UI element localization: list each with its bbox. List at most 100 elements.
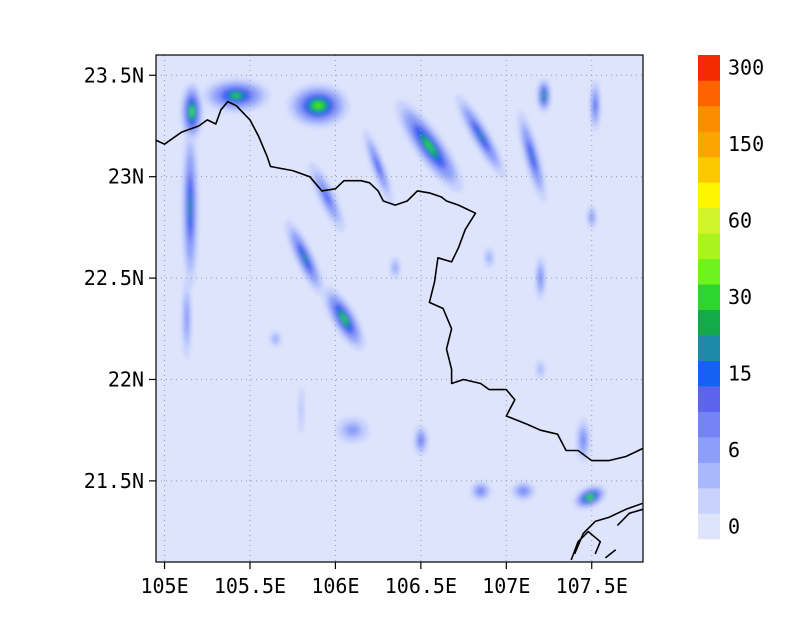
country-borders (156, 100, 643, 561)
border-line (604, 549, 617, 559)
colorbar-label: 6 (728, 438, 740, 462)
contour-level-10 (191, 109, 193, 114)
colorbar-swatch (698, 258, 720, 285)
rain-cell (589, 79, 601, 132)
rain-cell (287, 83, 350, 128)
contour-level-7 (530, 151, 534, 161)
rain-cell (180, 82, 204, 142)
contour-level-8 (479, 134, 482, 139)
colorbar-swatch (698, 513, 720, 540)
contour-level-2 (300, 403, 303, 417)
colorbar-label: 60 (728, 209, 752, 233)
rain-cell (470, 481, 492, 501)
colorbar-label: 0 (728, 514, 740, 538)
map-frame (155, 54, 644, 563)
contour-level-5 (479, 489, 483, 493)
colorbar-swatch (698, 233, 720, 260)
x-tick-label: 106.5E (385, 574, 457, 598)
map-plot-area (155, 54, 644, 563)
contour-level-5 (539, 275, 542, 281)
contour-level-6 (325, 193, 329, 201)
contour-level-8 (303, 254, 307, 261)
rain-cell (484, 247, 495, 268)
x-tick-label: 105.5E (214, 574, 286, 598)
x-tick-label: 106E (311, 574, 359, 598)
contour-level-4 (591, 215, 593, 219)
rain-cell (297, 386, 305, 434)
rain-cell (269, 330, 282, 347)
rain-cell (535, 256, 546, 301)
colorbar-swatch (698, 207, 720, 234)
map-background (156, 55, 643, 562)
rain-cell (535, 359, 546, 379)
colorbar-swatch (698, 105, 720, 132)
colorbar-swatch (698, 462, 720, 489)
contour-level-3 (488, 255, 491, 261)
colorbar-swatch (698, 309, 720, 336)
contour-level-3 (346, 425, 359, 435)
contour-level-3 (539, 368, 542, 371)
colorbar-label: 15 (728, 361, 752, 385)
contour-level-3 (274, 337, 277, 341)
colorbar-swatch (698, 411, 720, 438)
contour-level-9 (424, 139, 435, 153)
colorbar-swatch (698, 437, 720, 463)
colorbar-swatch (698, 360, 720, 387)
colorbar-swatch (698, 55, 720, 81)
colorbar-swatch (698, 156, 720, 183)
map-gridlines (156, 55, 643, 562)
contour-level-3 (393, 264, 397, 271)
contour-level-6 (376, 161, 381, 172)
y-tick-label: 22N (108, 367, 144, 391)
longitude-axis: 105E 105.5E 106E 106.5E 107E 107.5E (140, 562, 628, 598)
colorbar-swatch (698, 284, 720, 311)
y-tick-label: 22.5N (84, 266, 144, 290)
contour-level-9 (543, 93, 545, 98)
contour-level-5 (522, 490, 525, 492)
colorbar-swatch (698, 335, 720, 361)
rain-cell (576, 418, 591, 462)
border-line (156, 100, 643, 462)
rain-cell (586, 205, 597, 229)
rain-cell (455, 94, 506, 178)
rain-cell (511, 481, 536, 501)
y-tick-label: 23N (108, 165, 144, 189)
rain-cell (285, 220, 325, 296)
contour-level-9 (340, 314, 348, 324)
precipitation-contours (180, 78, 607, 510)
border-line (616, 508, 643, 527)
contour-level-4 (186, 314, 188, 324)
colorbar-swatch (698, 182, 720, 209)
rain-cell (395, 100, 464, 193)
y-tick-label: 23.5N (84, 63, 144, 87)
colorbar-swatch (698, 488, 720, 514)
colorbar-label: 300 (728, 56, 764, 80)
contour-level-10 (588, 495, 592, 499)
rain-cell (182, 124, 199, 290)
colorbar-swatch (698, 131, 720, 158)
rain-cell (181, 278, 192, 360)
contour-level-8 (189, 200, 191, 214)
x-tick-label: 105E (140, 574, 188, 598)
contour-level-5 (582, 438, 584, 443)
contour-level-10 (316, 104, 321, 108)
rain-cell (202, 78, 270, 113)
x-tick-label: 107.5E (556, 574, 628, 598)
x-tick-label: 107E (482, 574, 530, 598)
colorbar-label: 30 (728, 285, 752, 309)
border-line (570, 530, 602, 561)
contour-level-6 (594, 102, 596, 110)
latitude-axis: 23.5N 23N 22.5N 22N 21.5N (84, 63, 156, 493)
rain-cell (363, 129, 393, 204)
colorbar-legend: 0 6 15 30 60 150 300 (698, 55, 764, 540)
colorbar-swatch (698, 80, 720, 107)
y-tick-label: 21.5N (84, 469, 144, 493)
rain-cell (517, 110, 547, 202)
rain-cell (389, 257, 401, 279)
rain-cell (335, 417, 370, 444)
colorbar-swatch (698, 386, 720, 412)
colorbar-label: 150 (728, 132, 764, 156)
rain-cell (309, 162, 345, 232)
rain-cell (536, 78, 552, 113)
